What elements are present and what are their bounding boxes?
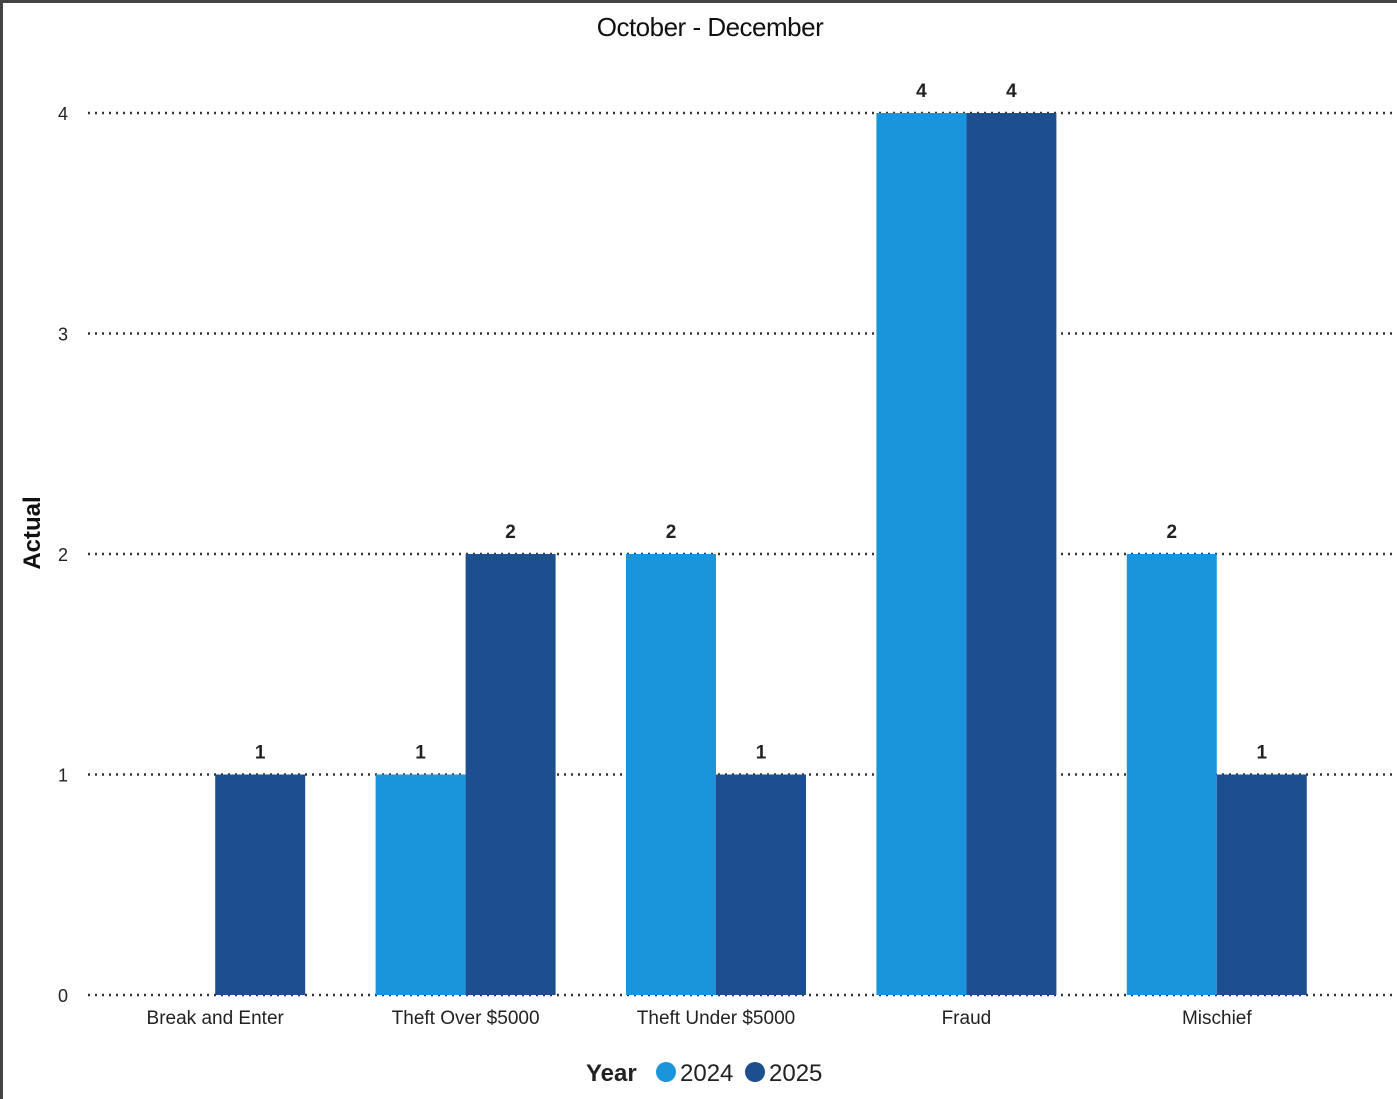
bar-2024-4 (1126, 554, 1217, 995)
bar-2024-2 (626, 554, 716, 995)
y-axis-label: Actual (19, 496, 46, 569)
legend-title: Year (586, 1060, 637, 1087)
data-label: 2 (1167, 522, 1178, 543)
legend-swatch-2025 (745, 1062, 765, 1082)
bar-2024-3 (876, 113, 967, 995)
data-label: 2 (666, 522, 677, 543)
y-axis-ticks: 0 1 2 3 4 (58, 104, 68, 1006)
x-axis-categories: Break and Enter Theft Over $5000 Theft Und… (147, 1008, 1253, 1029)
data-label: 2 (505, 522, 516, 543)
data-label: 1 (415, 743, 426, 764)
y-tick-label: 4 (58, 104, 68, 124)
data-label: 4 (1006, 81, 1017, 102)
legend-label-2025: 2025 (769, 1060, 822, 1087)
legend-label-2024: 2024 (680, 1060, 733, 1087)
bar-2025-3 (966, 113, 1057, 995)
y-tick-label: 0 (58, 986, 68, 1006)
bar-2025-0 (215, 774, 306, 995)
bar-2025-1 (465, 554, 556, 995)
gridlines (88, 111, 1397, 997)
legend-swatch-2024 (656, 1062, 676, 1082)
y-tick-label: 1 (58, 766, 68, 786)
data-label: 1 (756, 743, 767, 764)
x-category-label: Theft Under $5000 (637, 1008, 795, 1029)
legend: Year 2024 2025 (586, 1060, 822, 1087)
data-label: 1 (255, 743, 266, 764)
data-labels: 1 1 2 2 1 4 4 2 1 (255, 81, 1268, 764)
x-category-label: Fraud (942, 1008, 992, 1029)
y-tick-label: 2 (58, 545, 68, 565)
x-category-label: Theft Over $5000 (392, 1008, 540, 1029)
data-label: 4 (916, 81, 927, 102)
x-category-label: Mischief (1182, 1008, 1252, 1029)
x-category-label: Break and Enter (147, 1008, 285, 1029)
bars (215, 113, 1307, 995)
chart-title: October - December (597, 12, 824, 42)
bar-2024-1 (375, 774, 466, 995)
bar-2025-4 (1216, 774, 1307, 995)
bar-2025-2 (716, 774, 806, 995)
y-tick-label: 3 (58, 325, 68, 345)
data-label: 1 (1257, 743, 1268, 764)
